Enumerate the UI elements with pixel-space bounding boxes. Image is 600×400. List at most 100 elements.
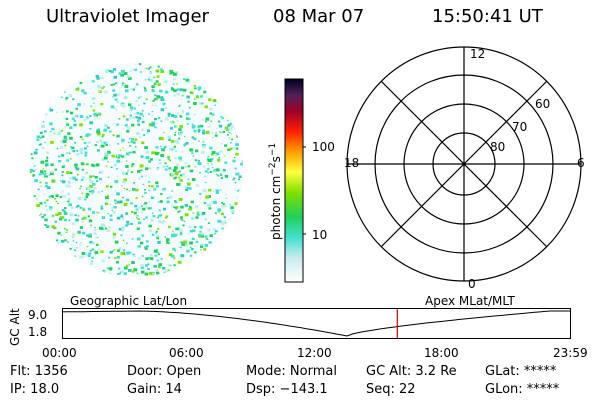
- emission-pixel: [218, 124, 223, 128]
- emission-pixel: [180, 131, 183, 134]
- emission-pixel: [52, 196, 54, 198]
- emission-pixel: [178, 88, 180, 90]
- emission-pixel: [189, 246, 192, 248]
- emission-pixel: [231, 124, 235, 128]
- emission-pixel: [236, 197, 238, 200]
- emission-pixel: [202, 141, 205, 143]
- emission-speckles: [29, 63, 243, 277]
- emission-pixel: [65, 96, 69, 100]
- emission-pixel: [208, 241, 212, 244]
- emission-pixel: [130, 140, 134, 143]
- emission-pixel: [105, 203, 109, 206]
- emission-pixel: [84, 172, 88, 175]
- emission-pixel: [194, 226, 197, 228]
- emission-pixel: [211, 167, 214, 169]
- emission-pixel: [151, 111, 154, 113]
- emission-pixel: [196, 211, 200, 214]
- emission-pixel: [137, 123, 140, 126]
- emission-pixel: [85, 164, 87, 166]
- emission-pixel: [224, 175, 229, 178]
- emission-pixel: [180, 205, 184, 209]
- emission-pixel: [67, 132, 71, 135]
- emission-pixel: [36, 135, 41, 139]
- emission-pixel: [208, 126, 211, 128]
- emission-pixel: [197, 130, 200, 133]
- emission-pixel: [155, 232, 158, 234]
- emission-pixel: [60, 239, 65, 243]
- emission-pixel: [144, 89, 147, 92]
- emission-pixel: [160, 70, 164, 73]
- emission-pixel: [203, 248, 207, 251]
- emission-pixel: [124, 172, 128, 175]
- emission-pixel: [116, 216, 121, 220]
- emission-pixel: [156, 235, 159, 238]
- emission-pixel: [237, 190, 239, 192]
- emission-pixel: [149, 176, 151, 179]
- emission-pixel: [179, 158, 183, 162]
- emission-pixel: [83, 141, 87, 144]
- emission-pixel: [101, 141, 105, 144]
- emission-pixel: [165, 107, 168, 109]
- emission-pixel: [64, 239, 67, 242]
- emission-pixel: [141, 195, 144, 198]
- emission-pixel: [84, 151, 88, 154]
- emission-pixel: [207, 172, 210, 174]
- emission-pixel: [180, 217, 183, 220]
- emission-pixel: [154, 126, 157, 129]
- emission-pixel: [126, 188, 129, 191]
- emission-pixel: [90, 224, 92, 226]
- emission-pixel: [108, 144, 111, 147]
- emission-pixel: [199, 225, 203, 229]
- emission-pixel: [197, 160, 200, 162]
- emission-pixel: [148, 181, 151, 183]
- emission-pixel: [105, 165, 108, 167]
- emission-pixel: [47, 186, 51, 189]
- emission-pixel: [82, 231, 86, 235]
- emission-pixel: [217, 238, 221, 242]
- emission-pixel: [44, 176, 46, 178]
- emission-pixel: [157, 251, 159, 253]
- emission-pixel: [93, 232, 97, 235]
- emission-pixel: [220, 174, 223, 176]
- emission-pixel: [128, 103, 132, 107]
- emission-pixel: [185, 78, 190, 82]
- emission-pixel: [46, 224, 48, 226]
- emission-pixel: [221, 143, 223, 145]
- emission-pixel: [230, 122, 233, 125]
- emission-pixel: [151, 151, 155, 155]
- emission-pixel: [180, 216, 183, 219]
- emission-pixel: [164, 145, 167, 148]
- emission-pixel: [157, 241, 161, 244]
- emission-pixel: [148, 201, 151, 203]
- emission-pixel: [128, 151, 131, 154]
- emission-pixel: [160, 154, 165, 158]
- emission-pixel: [193, 113, 196, 116]
- emission-pixel: [38, 173, 42, 176]
- emission-pixel: [41, 216, 45, 219]
- emission-pixel: [167, 264, 170, 266]
- emission-pixel: [184, 176, 186, 178]
- emission-pixel: [41, 125, 45, 128]
- emission-pixel: [155, 146, 159, 149]
- emission-pixel: [100, 250, 104, 253]
- emission-pixel: [122, 115, 126, 118]
- emission-pixel: [208, 207, 212, 210]
- emission-pixel: [222, 131, 225, 133]
- emission-pixel: [143, 102, 146, 105]
- emission-pixel: [116, 175, 119, 177]
- emission-pixel: [130, 222, 133, 225]
- emission-pixel: [116, 167, 119, 170]
- emission-pixel: [90, 225, 93, 228]
- emission-pixel: [198, 140, 200, 142]
- emission-pixel: [69, 126, 73, 129]
- emission-pixel: [150, 219, 154, 222]
- emission-pixel: [53, 132, 56, 135]
- emission-pixel: [77, 103, 81, 107]
- emission-pixel: [167, 155, 170, 159]
- emission-pixel: [52, 179, 54, 181]
- emission-pixel: [169, 195, 173, 199]
- emission-pixel: [181, 219, 184, 221]
- emission-pixel: [209, 112, 212, 115]
- emission-pixel: [216, 158, 221, 162]
- emission-pixel: [64, 207, 67, 210]
